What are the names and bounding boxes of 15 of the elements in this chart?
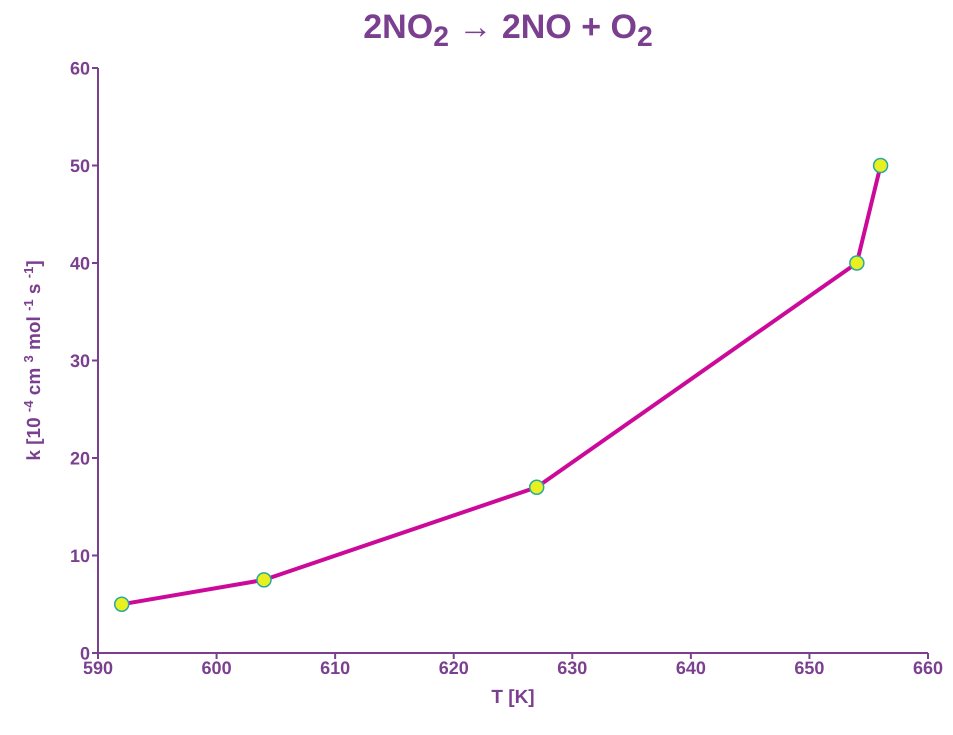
x-tick-label: 630	[557, 658, 588, 678]
y-tick-label: 20	[70, 448, 90, 468]
y-tick-label: 30	[70, 350, 90, 371]
x-tick-label: 660	[912, 658, 944, 678]
x-tick-label: 600	[202, 658, 232, 678]
chart-title: 2NO$_{2}$ → 2NO + O$_{2}$	[362, 8, 654, 55]
x-tick-label: 640	[676, 658, 706, 678]
x-tick-label: 610	[320, 658, 350, 678]
x-axis-title: T [K]	[491, 687, 535, 708]
x-tick-label: 620	[438, 658, 469, 678]
y-tick-label: 60	[70, 58, 90, 78]
y-tick-label: 40	[70, 253, 90, 274]
x-tick-label: 650	[794, 658, 824, 678]
y-tick-label: 50	[70, 156, 90, 176]
y-tick-label: 10	[70, 546, 90, 566]
